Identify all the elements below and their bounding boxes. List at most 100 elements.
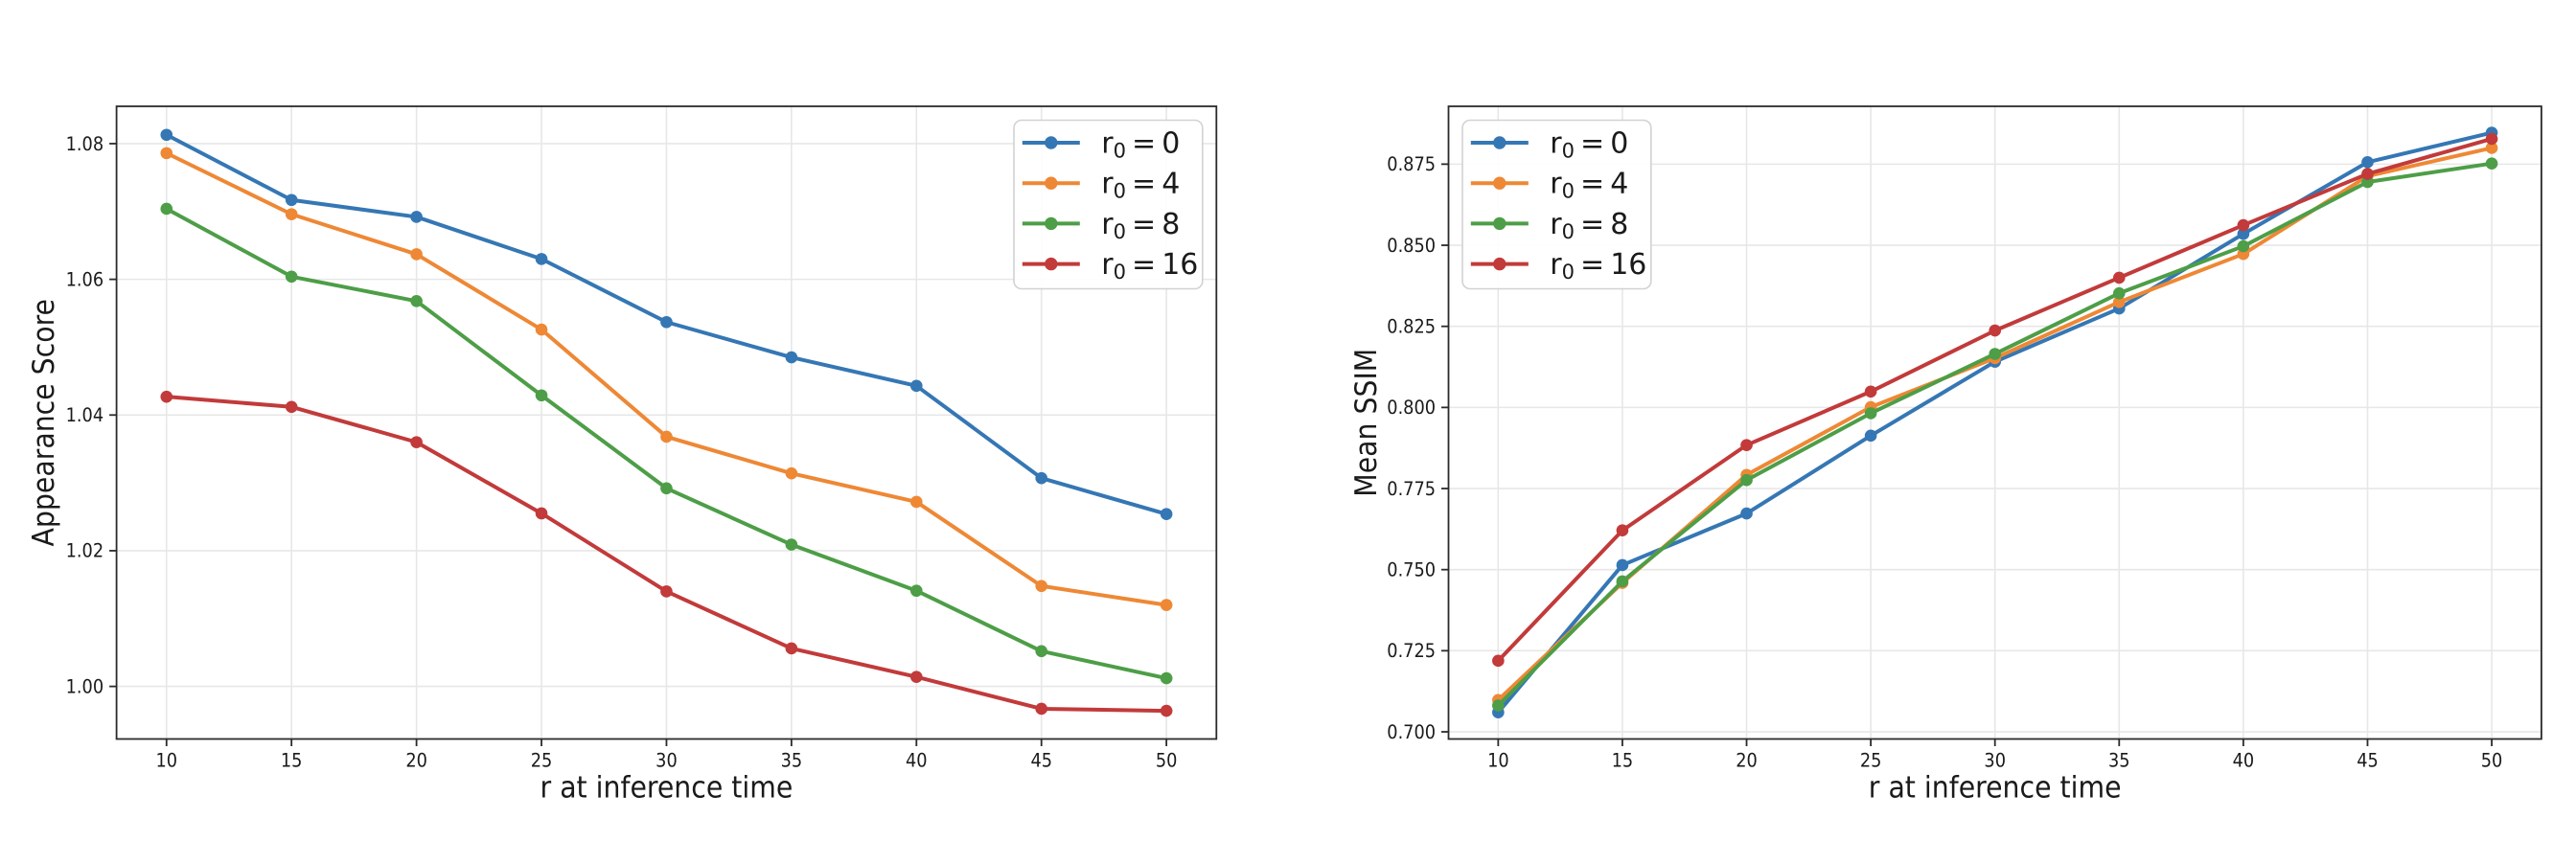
series-marker-0 bbox=[785, 351, 798, 364]
series-marker-0 bbox=[1035, 471, 1048, 485]
series-marker-0 bbox=[1160, 508, 1173, 520]
series-marker-1 bbox=[909, 495, 923, 509]
y-axis-label: Mean SSIM bbox=[1349, 349, 1384, 497]
legend-marker-sample bbox=[1493, 176, 1506, 190]
series-marker-3 bbox=[1492, 654, 1505, 668]
series-marker-3 bbox=[660, 585, 673, 598]
series-marker-0 bbox=[1616, 558, 1629, 572]
x-tick-label: 30 bbox=[656, 750, 678, 772]
legend-entry-label: r0 = 4 bbox=[1101, 168, 1180, 203]
mean-ssim-chart: 10 15 20 25 30 35 40 45 50 0.700 0.725 0.750 0.775 0.… bbox=[1349, 105, 2542, 806]
series-marker-2 bbox=[1616, 575, 1629, 588]
y-tick-label: 1.06 bbox=[66, 268, 104, 290]
series-marker-3 bbox=[785, 642, 798, 655]
x-tick-label: 10 bbox=[155, 750, 177, 772]
series-marker-3 bbox=[1616, 524, 1629, 537]
series-marker-2 bbox=[909, 584, 923, 598]
series-marker-2 bbox=[1740, 473, 1753, 487]
x-axis-label: r at inference time bbox=[540, 771, 794, 806]
series-marker-3 bbox=[2361, 168, 2374, 180]
series-marker-2 bbox=[1492, 699, 1505, 712]
series-marker-2 bbox=[2112, 286, 2126, 300]
legend-marker-sample bbox=[1493, 216, 1506, 231]
legend-entry-label: r0 = 0 bbox=[1550, 127, 1628, 163]
series-marker-3 bbox=[2112, 271, 2126, 284]
series-marker-1 bbox=[535, 323, 548, 336]
legend-entry-label: r0 = 8 bbox=[1550, 208, 1628, 243]
y-tick-label: 0.750 bbox=[1387, 558, 1436, 580]
axis-ticks: 10 15 20 25 30 35 40 45 50 0.700 0.725 0.750 0.775 0.… bbox=[1387, 153, 2502, 771]
x-axis-label: r at inference time bbox=[1869, 771, 2122, 806]
legend-marker-sample bbox=[1493, 136, 1506, 149]
series-marker-3 bbox=[160, 390, 173, 403]
series-marker-2 bbox=[1035, 645, 1048, 658]
legend-marker-sample bbox=[1045, 136, 1058, 149]
series-marker-3 bbox=[1035, 702, 1048, 716]
series-marker-1 bbox=[160, 147, 173, 160]
y-tick-label: 0.875 bbox=[1387, 153, 1436, 175]
y-tick-label: 1.08 bbox=[66, 133, 104, 155]
series-marker-0 bbox=[1740, 507, 1753, 520]
y-tick-label: 0.725 bbox=[1387, 640, 1436, 662]
x-tick-label: 10 bbox=[1487, 750, 1509, 772]
data-series bbox=[160, 128, 1173, 717]
series-marker-2 bbox=[1160, 671, 1173, 685]
y-tick-label: 0.800 bbox=[1387, 397, 1436, 419]
x-tick-label: 20 bbox=[405, 750, 427, 772]
series-marker-0 bbox=[2237, 227, 2250, 240]
legend-box bbox=[1461, 119, 1652, 290]
x-tick-label: 50 bbox=[2481, 750, 2503, 772]
series-marker-2 bbox=[2485, 157, 2498, 170]
series-marker-0 bbox=[2361, 156, 2374, 169]
y-tick-label: 0.825 bbox=[1387, 316, 1436, 338]
series-marker-1 bbox=[285, 208, 298, 220]
series-marker-3 bbox=[285, 400, 298, 414]
series-marker-1 bbox=[1035, 580, 1048, 593]
series-marker-0 bbox=[1864, 429, 1877, 443]
series-marker-2 bbox=[1864, 407, 1877, 420]
series-marker-0 bbox=[660, 315, 673, 329]
x-tick-label: 40 bbox=[906, 750, 928, 772]
x-tick-label: 15 bbox=[1612, 750, 1634, 772]
x-tick-label: 45 bbox=[1030, 750, 1052, 772]
series-marker-0 bbox=[285, 193, 298, 207]
series-marker-0 bbox=[160, 128, 173, 142]
series-marker-0 bbox=[909, 379, 923, 393]
series-marker-2 bbox=[285, 270, 298, 284]
series-marker-2 bbox=[2237, 239, 2250, 253]
y-tick-label: 0.700 bbox=[1387, 721, 1436, 743]
series-marker-3 bbox=[2485, 132, 2498, 146]
y-tick-label: 1.04 bbox=[66, 404, 104, 426]
series-marker-2 bbox=[660, 482, 673, 495]
series-marker-2 bbox=[785, 538, 798, 551]
legend-marker-sample bbox=[1045, 176, 1058, 190]
legend: r0 = 0 r0 = 4 r0 = 8 r0 = 16 bbox=[1461, 119, 1652, 290]
grid-lines bbox=[1448, 106, 2542, 739]
series-marker-1 bbox=[660, 430, 673, 443]
y-axis-label: Appearance Score bbox=[27, 299, 61, 546]
series-marker-3 bbox=[1740, 439, 1753, 451]
series-marker-2 bbox=[410, 294, 423, 307]
series-marker-3 bbox=[1160, 704, 1173, 717]
series-marker-2 bbox=[1989, 348, 2001, 360]
appearance-score-chart: 10 15 20 25 30 35 40 45 50 1.00 1.02 1.04 1.06 1.08 r… bbox=[27, 105, 1218, 806]
series-marker-3 bbox=[1989, 324, 2001, 337]
y-tick-label: 0.775 bbox=[1387, 478, 1436, 500]
series-marker-0 bbox=[535, 253, 548, 265]
x-tick-label: 40 bbox=[2233, 750, 2255, 772]
series-marker-1 bbox=[785, 466, 798, 480]
x-tick-label: 25 bbox=[531, 750, 553, 772]
legend: r0 = 0 r0 = 4 r0 = 8 r0 = 16 bbox=[1013, 119, 1204, 290]
series-marker-2 bbox=[535, 389, 548, 402]
data-series bbox=[1492, 126, 2498, 718]
axis-ticks: 10 15 20 25 30 35 40 45 50 1.00 1.02 1.04 1.06 1.08 bbox=[66, 133, 1178, 772]
x-tick-label: 25 bbox=[1860, 750, 1882, 772]
legend-entry-label: r0 = 16 bbox=[1101, 248, 1198, 284]
x-tick-label: 15 bbox=[281, 750, 303, 772]
legend-entry-label: r0 = 8 bbox=[1101, 208, 1180, 243]
series-marker-3 bbox=[1864, 385, 1877, 398]
series-marker-1 bbox=[2485, 142, 2498, 154]
series-marker-1 bbox=[410, 248, 423, 261]
